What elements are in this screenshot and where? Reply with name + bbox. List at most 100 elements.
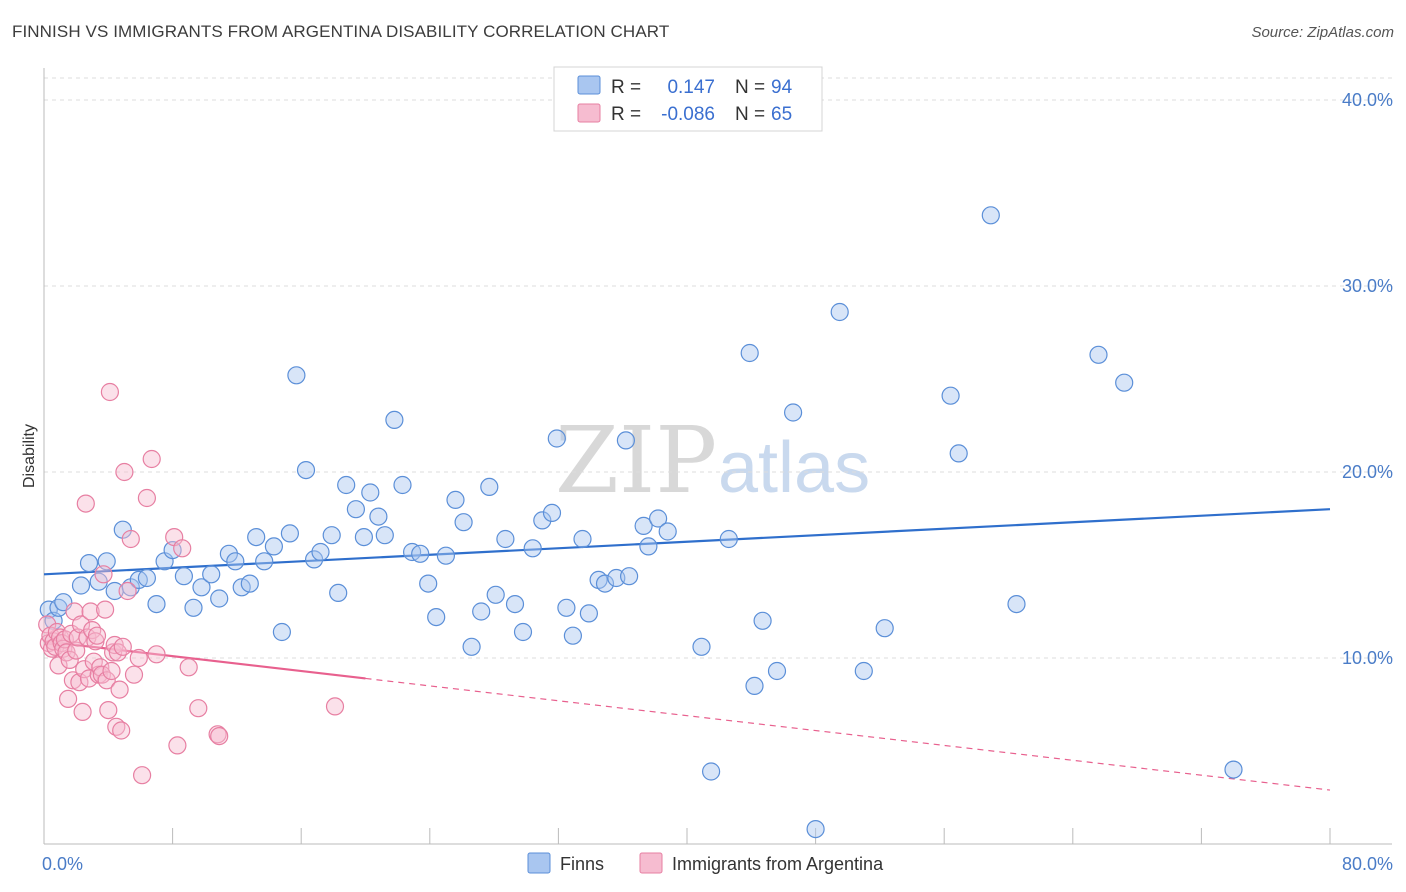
point-finns-16 bbox=[174, 567, 193, 586]
point-finns-33 bbox=[311, 542, 330, 562]
legend-r-value-argentina: -0.086 bbox=[661, 104, 715, 125]
point-finns-26 bbox=[255, 552, 274, 571]
point-argentina-60 bbox=[179, 658, 198, 677]
trend-lines bbox=[43, 508, 1331, 791]
point-finns-49 bbox=[446, 490, 465, 509]
point-finns-80 bbox=[753, 611, 772, 630]
legend-n-value-finns: 94 bbox=[771, 77, 793, 98]
watermark-zip: ZIP bbox=[555, 407, 717, 514]
point-argentina-16 bbox=[63, 671, 83, 690]
point-finns-35 bbox=[329, 583, 348, 603]
point-argentina-59 bbox=[173, 539, 192, 558]
point-argentina-54 bbox=[137, 488, 156, 508]
point-finns-47 bbox=[427, 607, 446, 627]
point-finns-12 bbox=[137, 568, 156, 588]
point-argentina-14 bbox=[60, 650, 79, 670]
point-finns-24 bbox=[240, 574, 259, 593]
correlation-legend: R = 0.147 N = 94 R = -0.086 N = 65 bbox=[553, 66, 823, 132]
point-finns-46 bbox=[419, 574, 438, 593]
point-finns-81 bbox=[767, 661, 787, 681]
data-points bbox=[38, 206, 1243, 839]
point-finns-91 bbox=[1089, 345, 1108, 364]
point-finns-76 bbox=[701, 762, 721, 781]
point-finns-86 bbox=[875, 619, 894, 638]
point-finns-90 bbox=[1007, 594, 1026, 614]
point-argentina-41 bbox=[103, 643, 123, 662]
point-finns-4 bbox=[71, 576, 91, 595]
point-argentina-38 bbox=[99, 700, 118, 720]
y-tick-label-3: 40.0% bbox=[1342, 90, 1393, 110]
series-legend-label-finns: Finns bbox=[560, 854, 604, 874]
point-finns-63 bbox=[563, 626, 583, 645]
point-finns-17 bbox=[184, 598, 203, 617]
point-argentina-36 bbox=[95, 600, 115, 619]
point-argentina-45 bbox=[110, 680, 129, 699]
point-finns-45 bbox=[411, 544, 430, 563]
point-argentina-27 bbox=[81, 602, 100, 621]
point-finns-50 bbox=[454, 513, 473, 532]
point-finns-43 bbox=[393, 475, 412, 495]
point-argentina-46 bbox=[112, 721, 131, 740]
point-finns-59 bbox=[533, 511, 552, 530]
point-finns-70 bbox=[619, 567, 639, 586]
x-tick-label-1: 80.0% bbox=[1342, 854, 1393, 874]
y-tick-label-0: 10.0% bbox=[1342, 648, 1393, 668]
series-legend-swatch-finns bbox=[527, 852, 551, 874]
point-finns-41 bbox=[375, 526, 394, 545]
point-argentina-52 bbox=[129, 648, 148, 668]
point-finns-82 bbox=[783, 403, 803, 422]
point-argentina-40 bbox=[102, 661, 121, 681]
point-finns-65 bbox=[579, 604, 599, 623]
legend-n-label-argentina: N = bbox=[735, 104, 765, 125]
legend-swatch-argentina bbox=[577, 103, 601, 123]
legend-swatch-finns bbox=[577, 75, 601, 95]
point-finns-29 bbox=[280, 524, 299, 543]
point-finns-48 bbox=[436, 546, 455, 565]
point-finns-84 bbox=[830, 302, 849, 322]
point-finns-38 bbox=[354, 527, 373, 547]
point-finns-69 bbox=[616, 431, 636, 450]
point-argentina-63 bbox=[210, 726, 229, 746]
point-argentina-28 bbox=[83, 620, 102, 640]
point-finns-53 bbox=[480, 477, 499, 496]
series-legend-swatch-argentina bbox=[639, 852, 663, 874]
series-legend-label-argentina: Immigrants from Argentina bbox=[672, 854, 884, 874]
point-finns-51 bbox=[462, 637, 481, 656]
point-finns-58 bbox=[523, 539, 542, 558]
point-finns-92 bbox=[1115, 373, 1134, 392]
point-finns-54 bbox=[486, 585, 505, 604]
point-finns-18 bbox=[192, 578, 211, 597]
point-finns-61 bbox=[547, 429, 566, 448]
point-finns-39 bbox=[361, 483, 380, 502]
point-finns-72 bbox=[639, 537, 658, 556]
point-finns-71 bbox=[634, 516, 653, 536]
point-finns-5 bbox=[79, 553, 99, 573]
point-finns-77 bbox=[719, 529, 738, 549]
point-finns-19 bbox=[202, 565, 221, 584]
legend-n-value-argentina: 65 bbox=[771, 104, 792, 125]
axes bbox=[43, 68, 1392, 845]
y-tick-label-2: 30.0% bbox=[1342, 276, 1393, 296]
gridlines bbox=[44, 77, 1392, 659]
point-finns-83 bbox=[806, 819, 825, 839]
point-argentina-37 bbox=[97, 671, 116, 690]
point-argentina-48 bbox=[115, 462, 134, 482]
legend-n-label-finns: N = bbox=[735, 77, 765, 98]
point-finns-52 bbox=[472, 602, 491, 621]
point-argentina-44 bbox=[108, 643, 128, 662]
point-argentina-22 bbox=[73, 702, 92, 722]
point-argentina-64 bbox=[325, 697, 345, 716]
point-finns-20 bbox=[210, 589, 229, 608]
point-argentina-24 bbox=[76, 494, 95, 513]
legend-r-label-argentina: R = bbox=[611, 104, 641, 125]
point-finns-88 bbox=[949, 444, 968, 463]
point-finns-60 bbox=[542, 503, 562, 523]
point-finns-27 bbox=[264, 537, 283, 556]
series-legend: Finns Immigrants from Argentina bbox=[527, 852, 884, 874]
trend-line-finns bbox=[43, 508, 1331, 576]
point-argentina-18 bbox=[67, 641, 86, 660]
point-finns-93 bbox=[1224, 760, 1243, 779]
point-finns-22 bbox=[226, 552, 245, 571]
point-finns-56 bbox=[505, 594, 525, 614]
point-argentina-58 bbox=[168, 736, 187, 755]
